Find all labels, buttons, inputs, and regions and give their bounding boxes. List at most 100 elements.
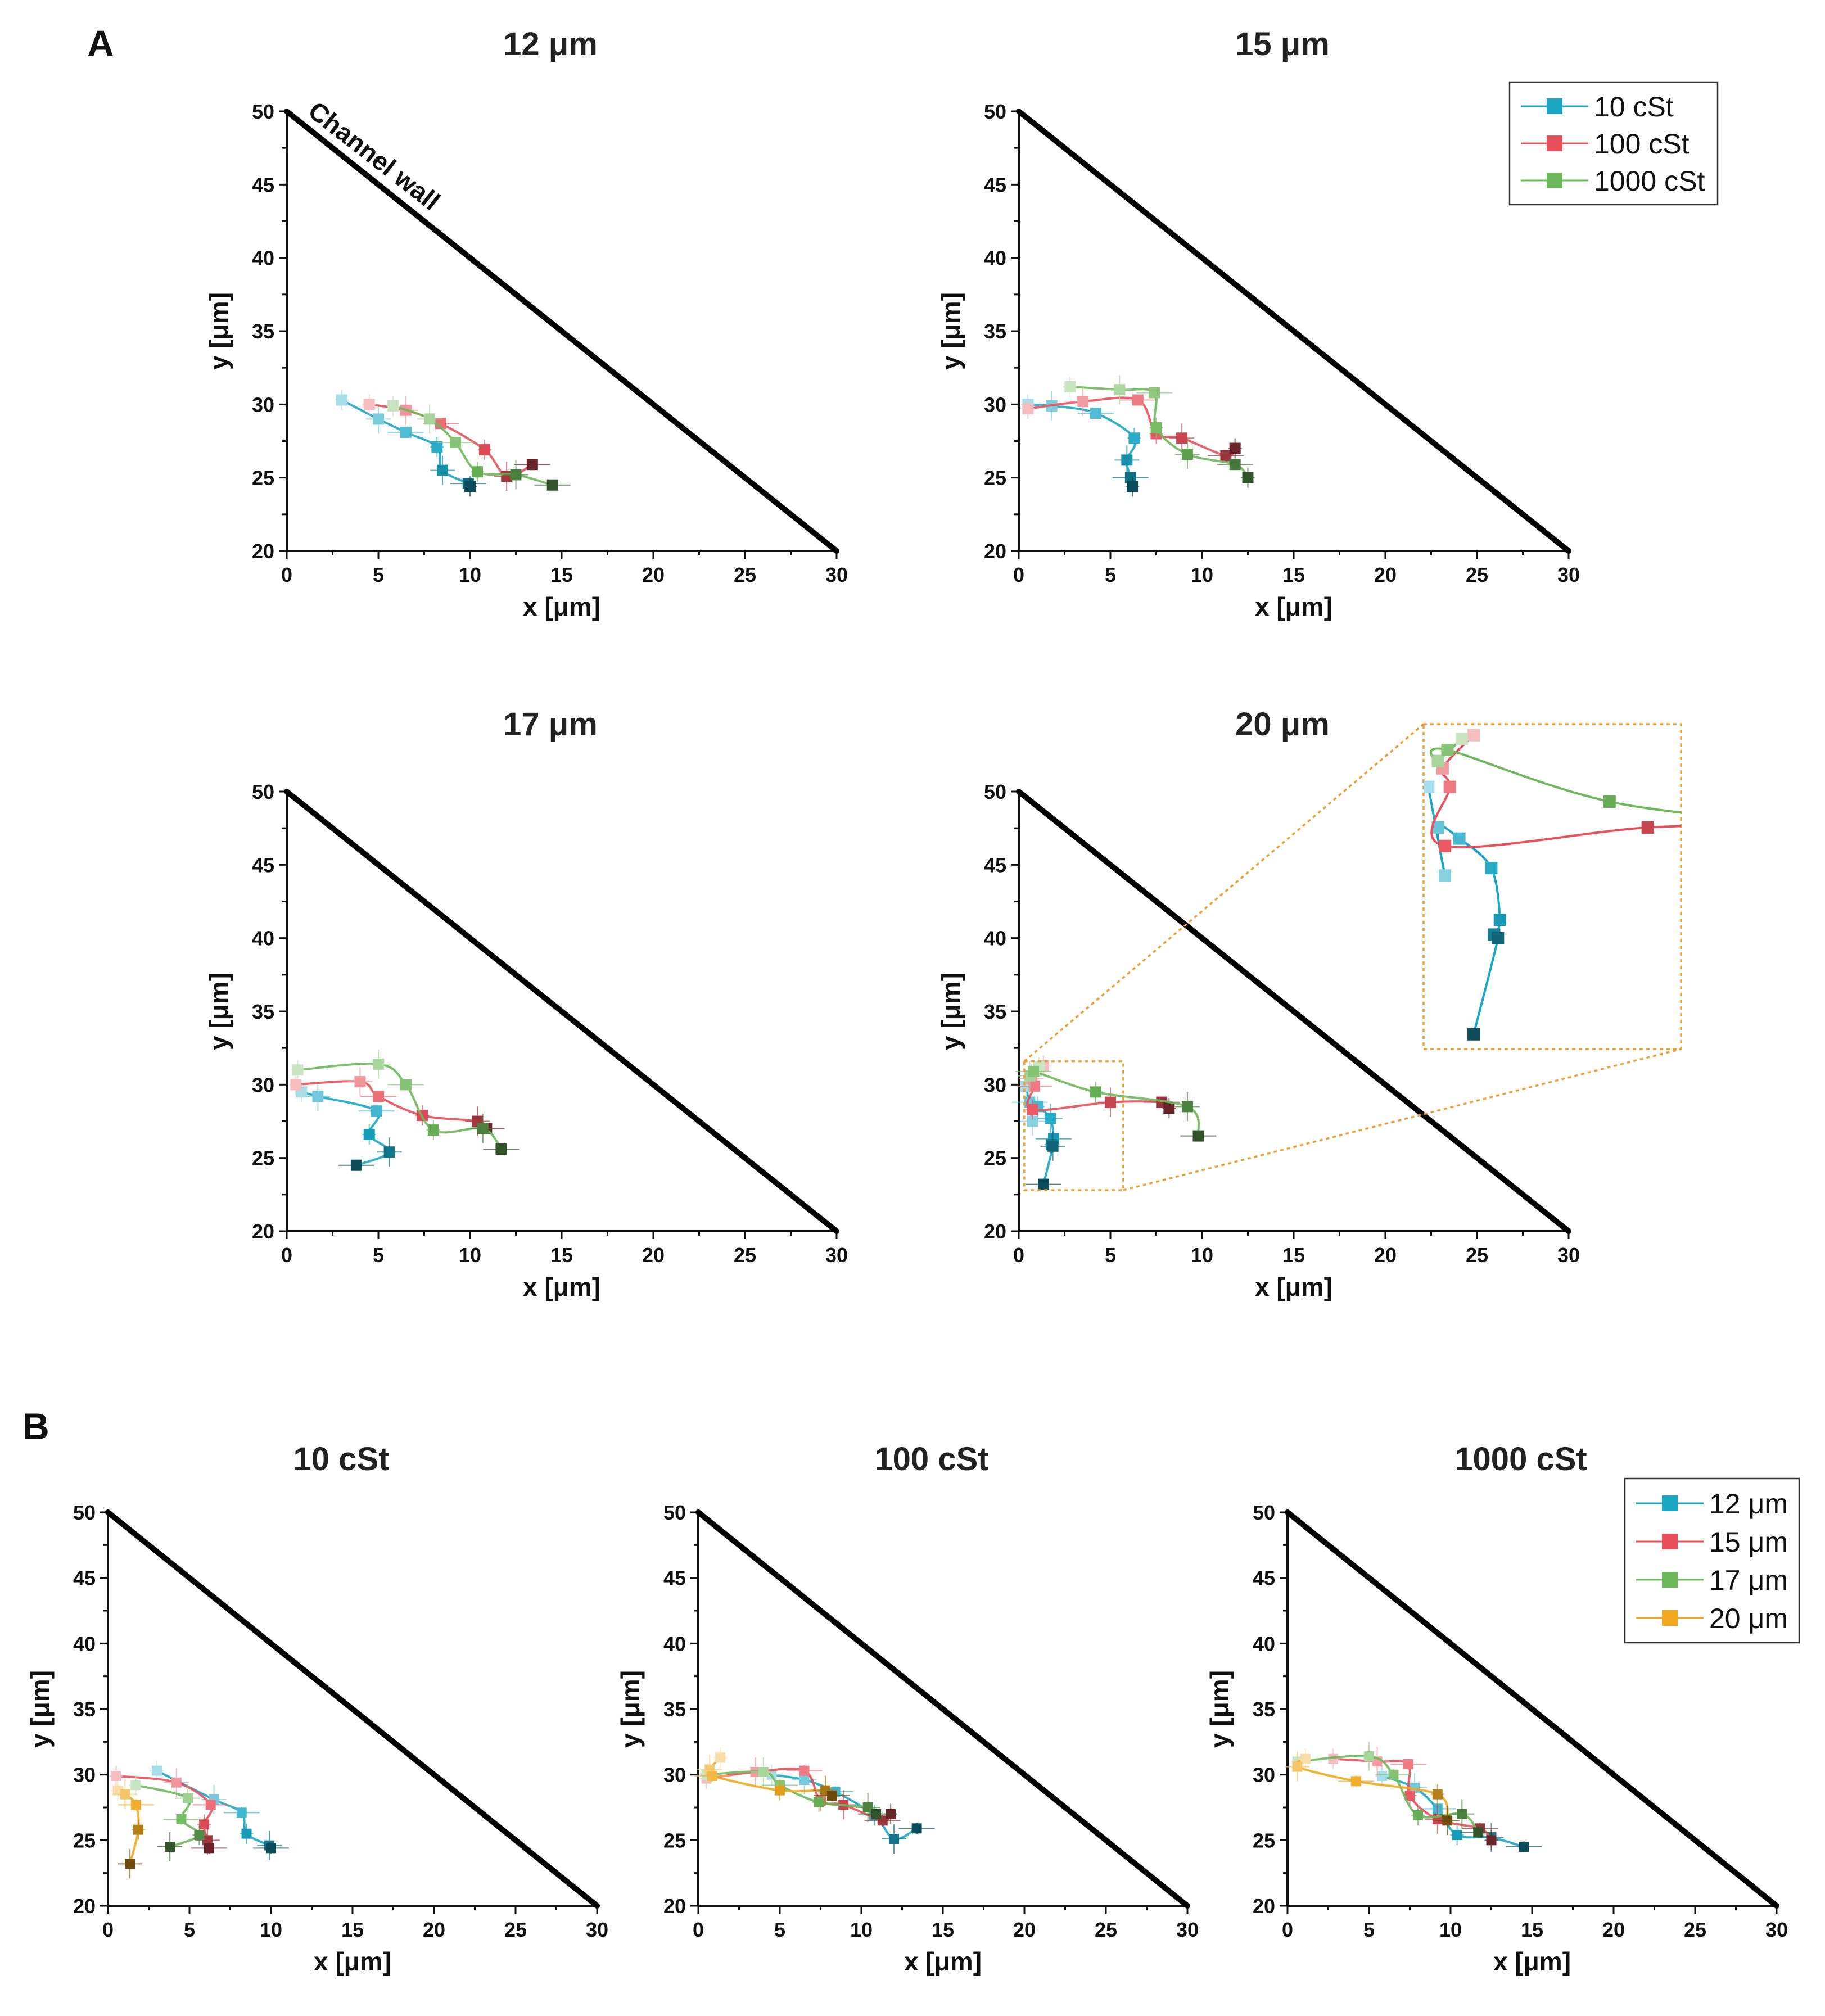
- legend-marker: [1662, 1495, 1678, 1511]
- x-tick-label: 15: [932, 1918, 954, 1941]
- data-point: [202, 1835, 213, 1846]
- y-tick-label: 45: [984, 173, 1006, 196]
- channel-wall-line: [284, 109, 839, 554]
- data-point: [1432, 1789, 1443, 1800]
- y-tick-label: 25: [663, 1829, 686, 1852]
- data-point: [1128, 432, 1140, 444]
- data-point: [1192, 1130, 1204, 1142]
- series-15-m: [1326, 1747, 1498, 1851]
- data-point: [1022, 403, 1034, 415]
- data-point: [373, 1091, 384, 1102]
- data-point: [1220, 450, 1232, 462]
- x-tick-label: 30: [1557, 563, 1580, 586]
- x-axis-label: x [μm]: [314, 1947, 391, 1976]
- inset-data-point: [1453, 832, 1466, 845]
- data-point: [1300, 1753, 1311, 1764]
- zoom-box: [1023, 1060, 1124, 1191]
- inset-data-point: [1794, 836, 1806, 848]
- data-point: [1473, 1827, 1484, 1838]
- y-tick-label: 35: [1253, 1698, 1275, 1721]
- inset-data-point: [1641, 821, 1654, 834]
- data-point: [1181, 1101, 1193, 1113]
- data-point: [120, 1789, 130, 1800]
- legend-label: 100 cSt: [1594, 128, 1690, 160]
- data-point: [758, 1767, 769, 1777]
- y-tick-label: 25: [1253, 1829, 1275, 1852]
- x-tick-label: 15: [550, 1244, 573, 1267]
- x-tick-label: 20: [1013, 1918, 1036, 1941]
- data-point: [477, 1123, 489, 1134]
- x-tick-label: 10: [260, 1918, 282, 1941]
- data-point: [1403, 1759, 1413, 1769]
- data-point: [1027, 1115, 1038, 1127]
- zoom-inset: [1424, 729, 1806, 1041]
- chart-b2: 100 cSt 0 5 10 15 20 25 30 20 25 30 35 40 45 50 x [μm] y…: [616, 1441, 1199, 1976]
- data-point: [1038, 1178, 1050, 1190]
- legend-label: 15 μm: [1709, 1526, 1788, 1558]
- data-point: [111, 1771, 121, 1781]
- y-tick-label: 40: [984, 247, 1006, 270]
- legend-viscosity: 10 cSt 100 cSt 1000 cSt: [1508, 81, 1719, 206]
- channel-wall-line: [1285, 1509, 1779, 1909]
- y-tick-label: 50: [73, 1501, 96, 1524]
- x-tick-label: 10: [1439, 1918, 1462, 1941]
- x-tick-label: 20: [642, 1244, 665, 1267]
- legend-frame: [1624, 1477, 1800, 1644]
- data-point: [526, 459, 538, 471]
- y-axis-label: y [μm]: [1205, 1670, 1234, 1748]
- x-tick-label: 5: [1363, 1918, 1375, 1941]
- y-tick-label: 40: [663, 1632, 686, 1655]
- x-tick-label: 0: [1282, 1918, 1293, 1941]
- chart-title: 17 μm: [503, 706, 598, 743]
- data-point: [363, 399, 375, 410]
- data-point: [400, 1079, 412, 1091]
- series-17-m: [129, 1775, 206, 1861]
- y-tick-label: 40: [73, 1632, 96, 1655]
- data-point: [1229, 459, 1241, 471]
- chart-title: 1000 cSt: [1454, 1441, 1587, 1477]
- data-point: [350, 1159, 362, 1171]
- data-point: [1132, 394, 1144, 406]
- x-tick-label: 5: [184, 1918, 195, 1941]
- data-point: [715, 1752, 726, 1763]
- data-point: [373, 1058, 384, 1070]
- legend-label: 12 μm: [1709, 1488, 1788, 1520]
- data-point: [1105, 1096, 1116, 1108]
- data-point: [1377, 1771, 1388, 1781]
- inset-data-point: [1431, 754, 1444, 767]
- data-point: [1229, 442, 1241, 454]
- x-tick-label: 10: [459, 563, 481, 586]
- x-tick-label: 0: [1013, 563, 1024, 586]
- data-point: [1028, 1080, 1040, 1092]
- data-point: [1388, 1769, 1399, 1780]
- data-point: [171, 1777, 182, 1788]
- data-point: [1442, 1815, 1453, 1826]
- data-point: [199, 1819, 210, 1830]
- data-point: [387, 400, 399, 412]
- inset-data-point: [1467, 729, 1480, 742]
- chart-a3: 17 μm 0 5 10 15 20 25 30 20 25 30 35 40 45 50 x [μm] y […: [204, 706, 848, 1301]
- data-point: [1176, 432, 1188, 444]
- channel-wall-line: [1016, 109, 1571, 554]
- x-tick-label: 5: [1105, 563, 1116, 586]
- x-tick-label: 10: [850, 1918, 873, 1941]
- x-tick-label: 0: [693, 1918, 704, 1941]
- legend-label: 10 cSt: [1594, 91, 1674, 123]
- x-tick-label: 30: [1765, 1918, 1788, 1941]
- data-point: [183, 1793, 193, 1803]
- chart-title: 12 μm: [503, 26, 598, 62]
- data-point: [130, 1800, 141, 1810]
- x-tick-label: 10: [459, 1244, 481, 1267]
- data-point: [1519, 1842, 1529, 1852]
- y-axis-label: y [μm]: [204, 973, 233, 1050]
- data-point: [266, 1843, 276, 1854]
- data-point: [775, 1785, 785, 1796]
- y-tick-label: 40: [984, 927, 1006, 950]
- x-tick-label: 20: [423, 1918, 445, 1941]
- data-point: [1181, 448, 1193, 460]
- zoom-connector-line: [1023, 723, 1425, 1062]
- series-20-m: [111, 1779, 154, 1879]
- data-point: [1486, 1835, 1497, 1846]
- legend-marker: [1662, 1610, 1678, 1626]
